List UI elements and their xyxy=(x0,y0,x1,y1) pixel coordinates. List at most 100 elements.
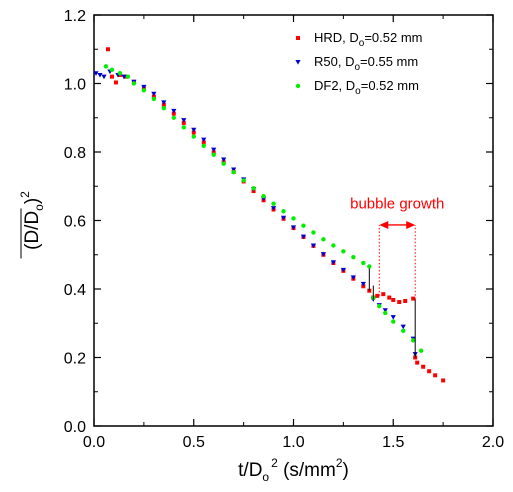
x-tick-label: 0.0 xyxy=(83,434,105,451)
data-point-r50 xyxy=(382,308,388,313)
data-point-r50 xyxy=(211,147,217,153)
data-point-hrd xyxy=(427,369,432,374)
x-axis-title-unit-sup: 2 xyxy=(336,456,343,470)
legend-marker-df2 xyxy=(295,83,301,89)
data-point-hrd xyxy=(391,297,396,302)
data-point-hrd xyxy=(441,378,446,383)
data-point-r50 xyxy=(141,84,147,90)
legend-label-hrd: HRD, Do=0.52 mm xyxy=(314,30,423,49)
data-point-r50 xyxy=(310,243,317,249)
data-point-hrd xyxy=(201,140,206,145)
data-point-df2 xyxy=(418,348,424,353)
data-point-r50 xyxy=(171,108,177,114)
data-point-df2 xyxy=(141,88,147,93)
data-point-hrd xyxy=(421,364,426,369)
y-tick-label: 1.0 xyxy=(64,77,86,94)
data-point-df2 xyxy=(311,230,316,235)
data-point-hrd xyxy=(113,80,118,85)
bubble-growth-label: bubble growth xyxy=(350,195,444,212)
data-point-df2 xyxy=(231,170,236,175)
data-point-r50 xyxy=(161,100,167,105)
y-tick-label: 0.6 xyxy=(64,214,86,231)
data-point-r50 xyxy=(270,206,277,211)
data-point-df2 xyxy=(271,201,276,206)
series-df2 xyxy=(103,64,424,353)
data-point-r50 xyxy=(400,324,406,330)
data-point-df2 xyxy=(391,319,396,324)
data-point-r50 xyxy=(101,74,107,80)
legend-label-r50: R50, Do=0.55 mm xyxy=(314,54,418,73)
data-point-r50 xyxy=(181,118,187,123)
data-point-df2 xyxy=(341,249,346,254)
data-point-df2 xyxy=(291,216,296,221)
data-point-hrd xyxy=(105,47,110,52)
data-point-hrd xyxy=(387,295,392,300)
data-point-df2 xyxy=(281,209,286,214)
data-point-df2 xyxy=(125,74,131,79)
data-point-hrd xyxy=(415,360,420,365)
x-tick-label: 0.5 xyxy=(183,434,205,451)
data-point-df2 xyxy=(261,193,266,199)
data-point-df2 xyxy=(251,186,256,191)
data-point-df2 xyxy=(351,254,356,260)
data-point-df2 xyxy=(181,125,186,130)
legend-marker-hrd xyxy=(296,36,300,40)
data-point-hrd xyxy=(411,296,416,301)
data-point-hrd xyxy=(109,74,114,79)
data-point-r50 xyxy=(360,281,366,287)
x-axis-title-close: ) xyxy=(343,460,349,481)
y-tick-label: 0.0 xyxy=(64,419,86,436)
y-axis-title-base: (D/D xyxy=(22,211,43,250)
data-point-hrd xyxy=(403,298,408,303)
x-axis-title-sup: 2 xyxy=(271,456,278,470)
data-point-df2 xyxy=(411,338,416,343)
legend-label-sub: o xyxy=(359,38,365,49)
annotation-layer: bubble growth xyxy=(350,195,444,358)
data-point-hrd xyxy=(211,150,216,155)
data-point-r50 xyxy=(350,275,356,280)
x-axis-title-unit: (s/mm xyxy=(278,460,336,481)
data-point-hrd xyxy=(151,94,156,99)
data-point-r50 xyxy=(320,252,327,257)
data-point-r50 xyxy=(330,260,336,265)
data-point-df2 xyxy=(109,67,115,73)
legend-label-suffix: =0.52 mm xyxy=(361,78,419,93)
data-point-hrd xyxy=(381,292,386,297)
legend-label-prefix: R50, D xyxy=(314,54,354,69)
data-point-df2 xyxy=(331,243,336,248)
y-axis-title-sub: o xyxy=(32,204,46,211)
y-axis-title-sup: 2 xyxy=(18,191,32,198)
data-point-hrd xyxy=(191,130,196,135)
data-point-df2 xyxy=(221,161,226,166)
y-axis-title-close: ) xyxy=(22,198,43,204)
data-point-r50 xyxy=(340,267,346,273)
data-point-hrd xyxy=(433,373,438,378)
data-point-df2 xyxy=(103,64,109,69)
data-point-df2 xyxy=(191,134,196,139)
data-point-df2 xyxy=(377,303,382,309)
data-point-r50 xyxy=(280,215,287,221)
series-hrd xyxy=(105,47,446,383)
data-point-hrd xyxy=(171,111,176,116)
data-point-r50 xyxy=(93,71,99,76)
data-point-df2 xyxy=(211,152,216,157)
x-axis-title-sub: o xyxy=(262,470,269,484)
data-point-hrd xyxy=(375,293,380,298)
y-axis-title-group: (D/Do)2 xyxy=(18,191,46,259)
bubble-growth-arrowhead-right xyxy=(406,220,416,229)
x-axis-title-base: t/D xyxy=(238,460,262,481)
legend-marker-r50 xyxy=(295,60,301,65)
data-point-r50 xyxy=(290,225,297,230)
data-point-r50 xyxy=(97,72,103,78)
data-points-layer xyxy=(93,47,446,383)
legend-label-sub: o xyxy=(355,86,361,97)
legend-label-prefix: HRD, D xyxy=(314,30,359,45)
data-point-r50 xyxy=(191,127,197,133)
legend-label-sub: o xyxy=(354,62,360,73)
data-point-df2 xyxy=(151,96,157,102)
data-point-r50 xyxy=(390,315,396,320)
data-point-df2 xyxy=(367,264,372,269)
bubble-growth-arrowhead-left xyxy=(379,220,389,229)
